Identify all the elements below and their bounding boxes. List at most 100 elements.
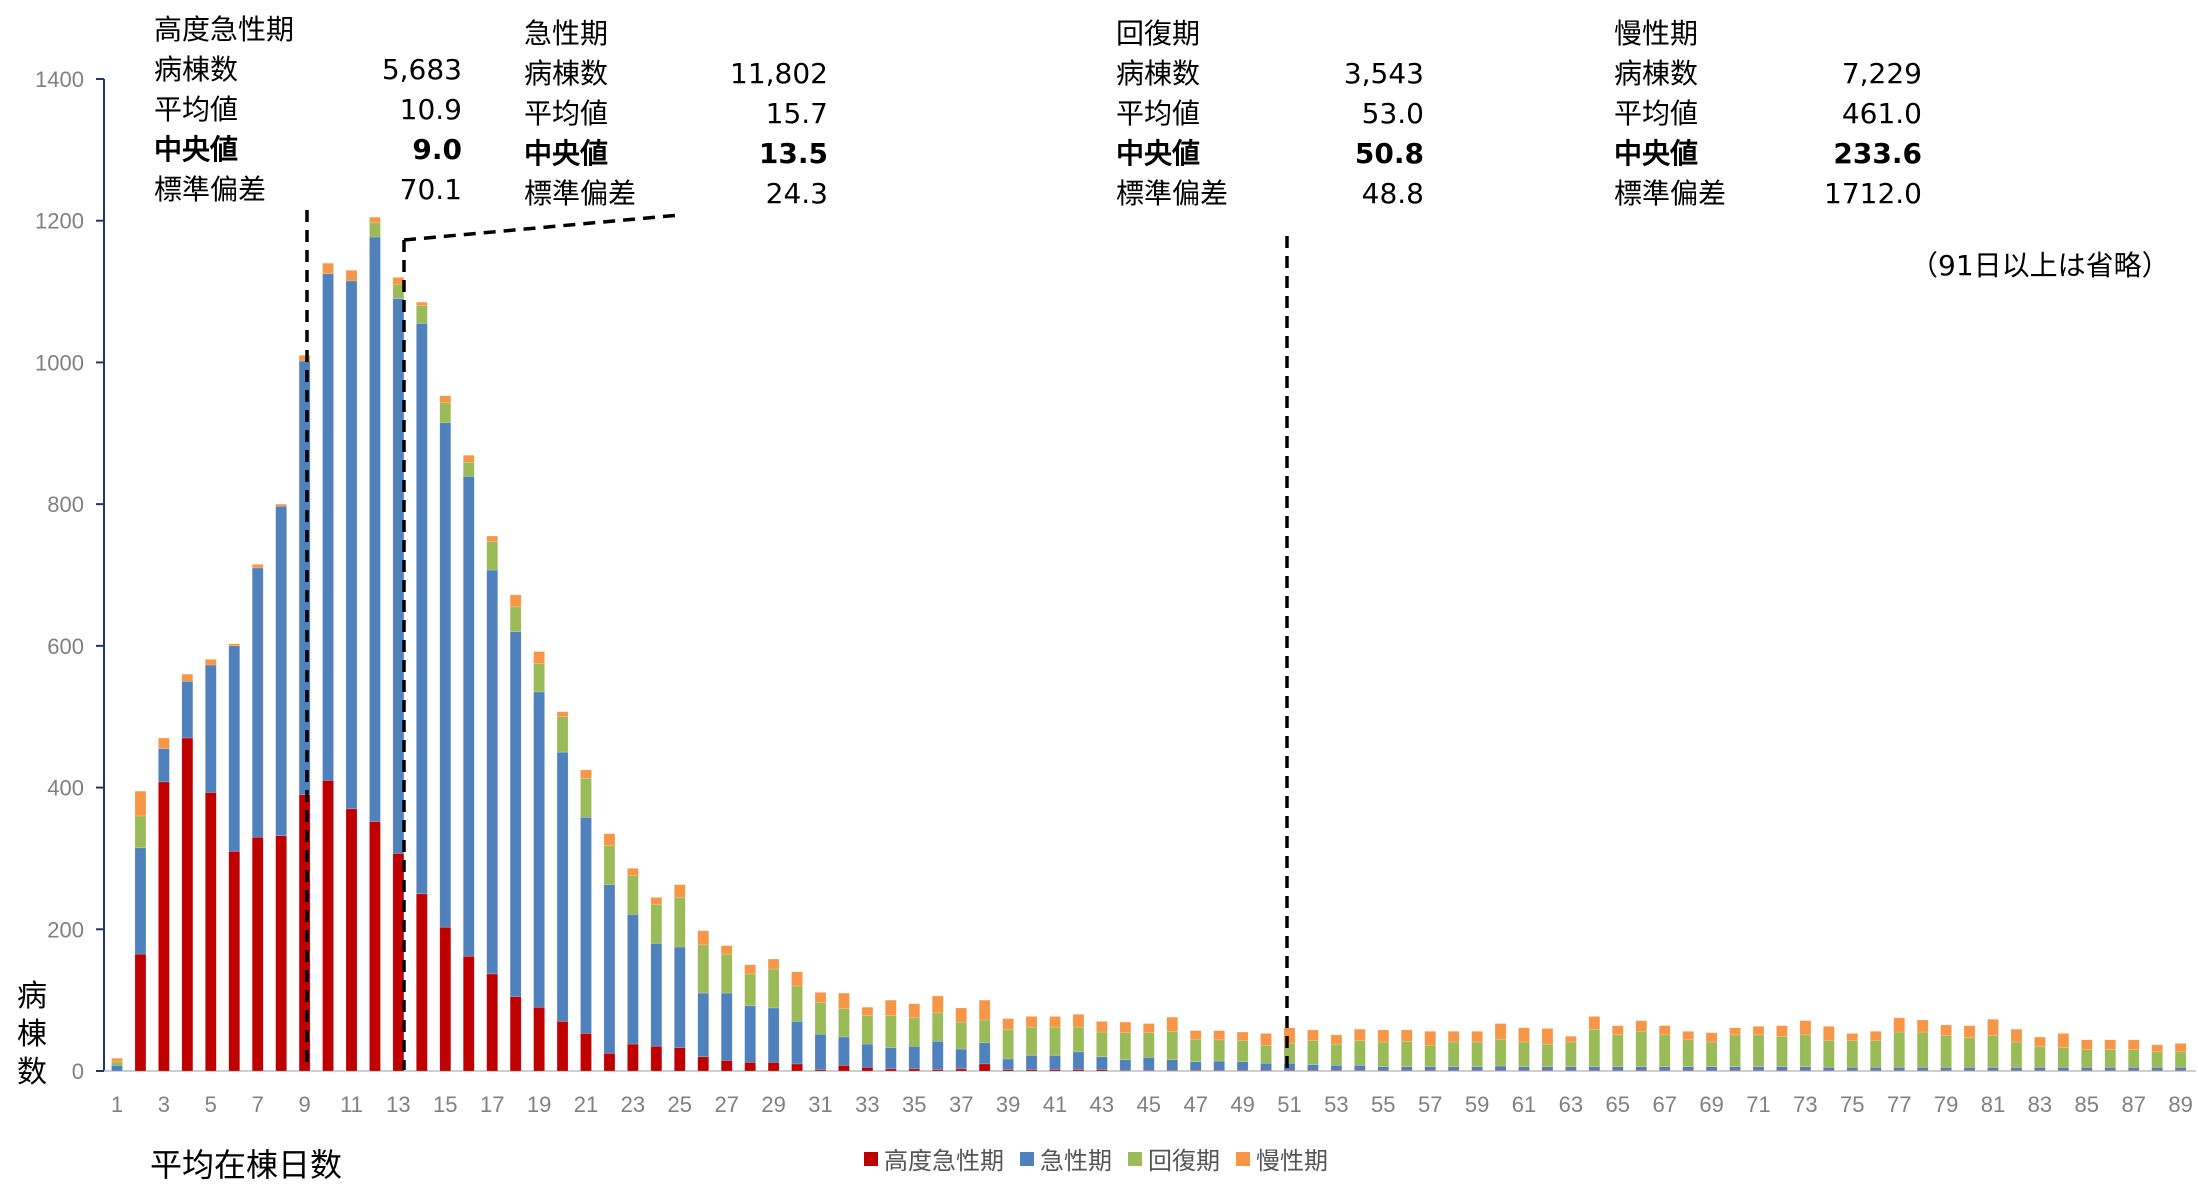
bar-segment-chronic <box>2010 1028 2023 1043</box>
bar-segment-recovery <box>791 985 803 1022</box>
bar-segment-high-acute <box>697 1056 709 1072</box>
x-tick-label: 5 <box>205 1092 217 1117</box>
bar-segment-acute <box>1213 1060 1225 1071</box>
bar-segment-acute <box>603 884 616 1054</box>
bar-segment-recovery <box>1588 1028 1601 1067</box>
x-tick-label: 75 <box>1840 1092 1864 1117</box>
legend-swatch <box>1020 1151 1034 1166</box>
bar-segment-recovery <box>908 1017 921 1047</box>
bar-segment-recovery <box>486 541 498 571</box>
omission-note: （91日以上は省略） <box>1910 249 2170 282</box>
stats-value: 15.7 <box>765 97 828 130</box>
bar-segment-acute <box>885 1047 897 1070</box>
bar-segment-acute <box>978 1042 991 1065</box>
bar-segment-acute <box>1682 1066 1694 1071</box>
x-tick-label: 43 <box>1090 1092 1114 1117</box>
stats-label: 中央値 <box>1116 137 1201 170</box>
bar-segment-acute <box>1565 1066 1577 1071</box>
bar-segment-recovery <box>1940 1035 1952 1068</box>
bar-segment-chronic <box>2174 1043 2187 1053</box>
stats-value: 1712.0 <box>1824 177 1922 210</box>
bar-segment-chronic <box>1377 1029 1390 1043</box>
bar-segment-acute <box>1870 1067 1882 1071</box>
bar-segment-acute <box>650 943 663 1047</box>
bar-segment-high-acute <box>369 821 381 1072</box>
bar-segment-chronic <box>1424 1031 1436 1046</box>
bar-segment-recovery <box>2127 1049 2140 1068</box>
bar-segment-recovery <box>1049 1026 1061 1056</box>
bar-segment-chronic <box>1870 1031 1882 1041</box>
bar-segment-acute <box>181 681 194 739</box>
bar-segment-high-acute <box>627 1043 639 1072</box>
bar-segment-acute <box>1658 1066 1671 1071</box>
bar-segment-chronic <box>2057 1033 2070 1048</box>
bar-segment-high-acute <box>720 1060 733 1072</box>
bar-segment-high-acute <box>556 1021 569 1072</box>
legend-item-acute: 急性期 <box>1020 1141 1112 1176</box>
bar-segment-recovery <box>2174 1051 2187 1068</box>
bar-segment-acute <box>2151 1067 2163 1071</box>
bar-segment-recovery <box>580 778 592 818</box>
x-tick-label: 7 <box>252 1092 264 1117</box>
legend-swatch <box>1236 1151 1250 1166</box>
legend-label: 急性期 <box>1040 1147 1112 1175</box>
bar-segment-chronic <box>1752 1026 1765 1036</box>
bar-segment-high-acute <box>955 1068 967 1072</box>
bar-segment-chronic <box>932 995 944 1014</box>
legend: 高度急性期 急性期 回復期 慢性期 <box>864 1141 1344 1176</box>
x-tick-label: 61 <box>1512 1092 1536 1117</box>
x-tick-label: 47 <box>1183 1092 1207 1117</box>
bar-segment-high-acute <box>533 1006 545 1072</box>
bar-segment-recovery <box>439 402 452 423</box>
bar-segment-acute <box>697 992 709 1058</box>
bar-segment-chronic <box>791 971 803 987</box>
bar-segment-acute <box>580 817 592 1034</box>
bar-segment-chronic <box>1541 1028 1554 1045</box>
bar-segment-acute <box>1307 1064 1319 1071</box>
bar-segment-recovery <box>932 1012 944 1042</box>
bar-segment-chronic <box>1119 1021 1132 1033</box>
x-tick-label: 79 <box>1934 1092 1958 1117</box>
bar-segment-recovery <box>767 968 780 1009</box>
x-tick-label: 81 <box>1981 1092 2005 1117</box>
bar-segment-recovery <box>603 845 616 885</box>
bar-segment-recovery <box>720 953 733 994</box>
bar-segment-chronic <box>1846 1033 1859 1041</box>
bar-segment-chronic <box>181 673 194 682</box>
bar-segment-high-acute <box>205 792 217 1072</box>
bar-segment-chronic <box>580 769 592 779</box>
bar-segment-chronic <box>674 884 686 898</box>
bar-segment-high-acute <box>345 808 358 1072</box>
bar-segment-chronic <box>134 790 147 817</box>
bar-segment-high-acute <box>603 1053 616 1072</box>
stats-value: 5,683 <box>381 53 462 86</box>
bar-segment-chronic <box>1401 1029 1413 1042</box>
x-tick-label: 37 <box>949 1092 973 1117</box>
y-tick-label: 1000 <box>35 350 84 375</box>
stats-title: 高度急性期 <box>154 13 295 46</box>
bar-segment-acute <box>2057 1067 2070 1071</box>
x-tick-label: 65 <box>1606 1092 1630 1117</box>
x-tick-label: 15 <box>433 1092 457 1117</box>
bar-segment-chronic <box>322 262 334 275</box>
x-tick-label: 83 <box>2028 1092 2052 1117</box>
bar-segment-high-acute <box>861 1067 874 1072</box>
bar-segment-chronic <box>2034 1036 2046 1047</box>
bar-segment-chronic <box>509 594 522 608</box>
bar-segment-chronic <box>1916 1019 1929 1033</box>
bar-segment-recovery <box>674 897 686 948</box>
stats-value: 13.5 <box>758 137 828 170</box>
bar-segment-chronic <box>1049 1016 1061 1028</box>
bar-segment-recovery <box>1612 1034 1624 1067</box>
x-tick-label: 27 <box>714 1092 738 1117</box>
x-tick-label: 67 <box>1652 1092 1676 1117</box>
bar-segment-recovery <box>1776 1036 1788 1067</box>
bar-segment-recovery <box>1002 1028 1014 1060</box>
bar-segment-chronic <box>1096 1021 1108 1033</box>
bar-segment-chronic <box>885 999 897 1016</box>
legend-label: 回復期 <box>1148 1147 1220 1175</box>
x-tick-label: 53 <box>1324 1092 1348 1117</box>
bar-segment-high-acute <box>439 926 452 1072</box>
bar-segment-recovery <box>2010 1041 2023 1068</box>
stats-block-chronic: 慢性期 病棟数 7,229 平均値 461.0 中央値 233.6 標準偏差 1712.… <box>1614 14 1922 214</box>
